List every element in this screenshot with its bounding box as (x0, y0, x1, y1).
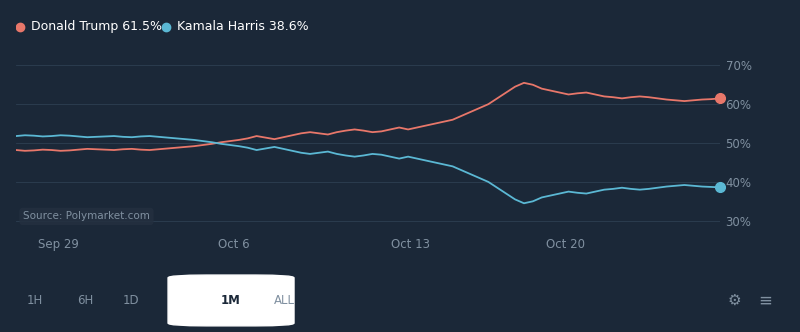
Text: 6H: 6H (77, 294, 94, 307)
Text: Source: Polymarket.com: Source: Polymarket.com (23, 211, 150, 221)
Text: ⚙: ⚙ (727, 293, 741, 308)
Text: 1D: 1D (123, 294, 139, 307)
Text: 1W: 1W (168, 294, 187, 307)
Text: ALL: ALL (274, 294, 295, 307)
Text: 1M: 1M (221, 294, 241, 307)
FancyBboxPatch shape (168, 275, 294, 326)
Text: Donald Trump 61.5%: Donald Trump 61.5% (31, 20, 162, 33)
Text: Kamala Harris 38.6%: Kamala Harris 38.6% (178, 20, 309, 33)
Text: ≡: ≡ (758, 291, 772, 309)
Text: 1H: 1H (27, 294, 43, 307)
